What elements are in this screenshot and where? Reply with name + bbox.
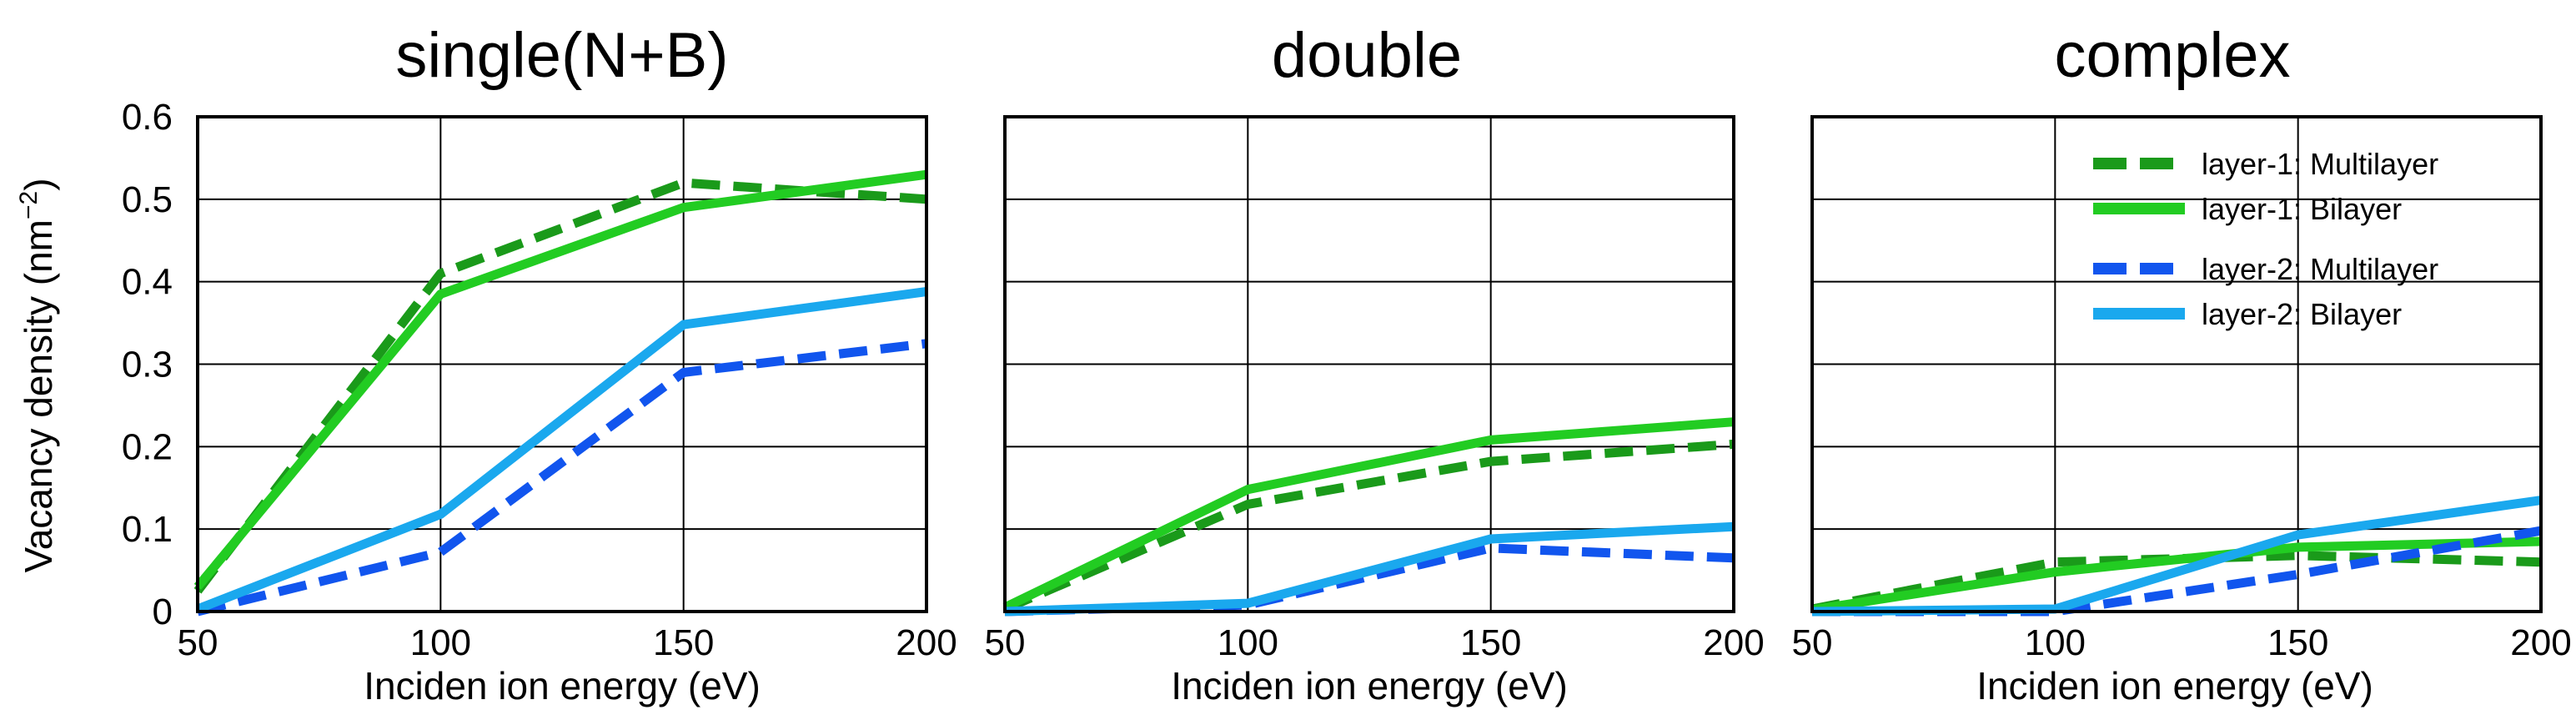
- panel-1-y-tick-label: 0.1: [122, 509, 173, 550]
- legend-label-1: layer-1: Multilayer: [2202, 147, 2438, 181]
- panel-1-series-4-line: [196, 287, 927, 614]
- panel-3-frame: [1810, 115, 2543, 613]
- panel-2-series-2-line: [1002, 417, 1735, 612]
- panel-1-y-ticks: 0 0.1 0.2 0.3 0.4 0.5 0.6: [122, 97, 173, 632]
- panel-3-grid: [1811, 116, 2542, 612]
- y-axis-label-main: Vacancy density (nm: [17, 219, 60, 573]
- legend-label-2: layer-1: Bilayer: [2202, 192, 2402, 226]
- panel-1-x-tick-label: 100: [410, 622, 471, 663]
- panel-2-title: double: [1272, 20, 1462, 91]
- panel-3-x-axis-label: Inciden ion energy (eV): [1976, 664, 2373, 707]
- panel-2-x-tick-label: 100: [1218, 622, 1278, 663]
- panel-2-series-4-line: [1004, 521, 1735, 617]
- y-axis-label: Vacancy density (nm−2): [15, 178, 60, 572]
- y-axis-label-sup: −2: [15, 191, 43, 219]
- panel-1-y-tick-label: 0.2: [122, 426, 173, 467]
- panel-1-x-tick-label: 150: [653, 622, 714, 663]
- panel-2: double 50 100 150 200 Inciden ion energy (e…: [985, 20, 1765, 707]
- panel-1-frame: [196, 115, 928, 613]
- panel-1: single(N+B) 0 0.1 0.2 0.3 0.4 0.5 0.6 50 100 150…: [122, 20, 957, 707]
- panel-2-x-axis-label: Inciden ion energy (eV): [1171, 664, 1568, 707]
- panel-2-x-ticks: 50 100 150 200: [985, 622, 1765, 663]
- panel-3-x-tick-label: 100: [2025, 622, 2086, 663]
- panel-3-title: complex: [2055, 20, 2291, 91]
- panel-3-series-1-line: [1810, 551, 2542, 614]
- panel-1-x-axis-label: Inciden ion energy (eV): [364, 664, 761, 707]
- panel-3-series-2-line: [1811, 536, 2542, 615]
- panel-2-series-1-line: [1002, 439, 1735, 614]
- panel-2-grid: [1004, 116, 1735, 612]
- panel-1-y-tick-label: 0.4: [122, 262, 173, 303]
- panel-2-frame: [1003, 115, 1735, 613]
- panel-1-x-tick-label: 200: [896, 622, 957, 663]
- panel-2-x-tick-label: 150: [1460, 622, 1521, 663]
- panel-1-y-tick-label: 0.5: [122, 179, 173, 220]
- panel-3: complex 50 100 150 200 Inciden ion energy (…: [1792, 20, 2572, 707]
- panel-1-x-tick-label: 50: [178, 622, 218, 663]
- panel-2-series: [1002, 417, 1735, 617]
- panel-1-title: single(N+B): [395, 20, 728, 91]
- panel-2-x-tick-label: 200: [1703, 622, 1764, 663]
- panel-1-y-tick-label: 0.6: [122, 97, 173, 138]
- panel-3-x-ticks: 50 100 150 200: [1792, 622, 2572, 663]
- panel-3-x-tick-label: 200: [2510, 622, 2571, 663]
- panel-3-x-tick-label: 50: [1792, 622, 1833, 663]
- panel-1-series: [193, 169, 927, 617]
- panel-3-x-tick-label: 150: [2267, 622, 2328, 663]
- panel-2-x-tick-label: 50: [985, 622, 1026, 663]
- panel-3-series: [1810, 496, 2542, 617]
- panel-1-x-ticks: 50 100 150 200: [178, 622, 957, 663]
- panel-1-y-tick-label: 0: [153, 592, 173, 632]
- panel-1-series-2-line: [193, 169, 927, 590]
- legend: layer-1: Multilayer layer-1: Bilayer layer…: [2093, 147, 2438, 331]
- legend-label-4: layer-2: Bilayer: [2202, 297, 2402, 331]
- legend-label-3: layer-2: Multilayer: [2202, 252, 2438, 286]
- y-axis-label-end: ): [17, 178, 60, 190]
- panel-1-series-3-line: [196, 339, 927, 617]
- panel-1-y-tick-label: 0.3: [122, 345, 173, 385]
